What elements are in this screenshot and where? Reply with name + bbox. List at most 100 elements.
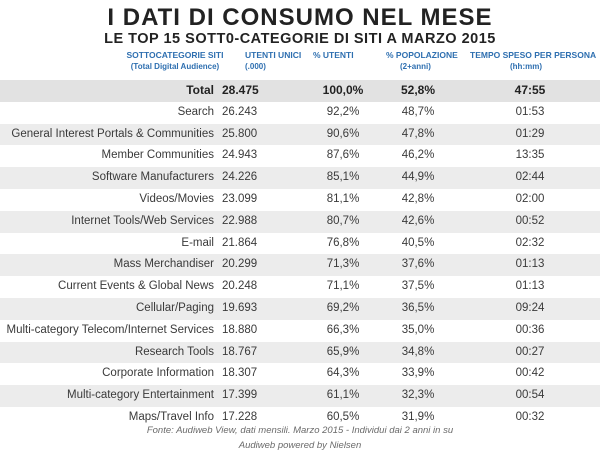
- row-tempo: 02:32: [515, 236, 545, 249]
- table-row-total: Total 28.475 100,0% 52,8% 47:55: [0, 80, 600, 102]
- row-tempo: 09:24: [515, 301, 545, 314]
- row-name: Research Tools: [134, 345, 214, 358]
- row-pct: 60,5%: [326, 410, 360, 423]
- row-pop: 44,9%: [401, 171, 435, 184]
- header-pct-popolazione-sub: (2+anni): [400, 62, 431, 71]
- row-pop: 47,8%: [401, 127, 435, 140]
- header-tempo-label: TEMPO SPESO PER PERSONA: [470, 50, 597, 60]
- table-row: Research Tools 18.767 65,9% 34,8% 00:27: [0, 341, 600, 364]
- row-utenti: 19.693: [222, 301, 258, 314]
- footer-source: Fonte: Audiweb View, dati mensili. Marzo…: [146, 425, 454, 436]
- row-pct: 81,1%: [326, 192, 360, 205]
- row-name: Multi-category Telecom/Internet Services: [6, 323, 214, 336]
- header-utenti-unici-label: UTENTI UNICI: [245, 50, 302, 60]
- row-tempo: 00:32: [515, 410, 545, 423]
- row-pop: 35,0%: [401, 323, 435, 336]
- row-utenti: 21.864: [222, 236, 258, 249]
- table-row: Current Events & Global News 20.248 71,1% 3…: [0, 276, 600, 298]
- row-tempo: 00:36: [515, 323, 545, 336]
- row-tempo: 00:54: [515, 389, 545, 402]
- row-pct: 100,0%: [322, 83, 364, 97]
- table-row: Multi-category Entertainment 17.399 61,1% 3…: [0, 385, 600, 407]
- row-utenti: 22.988: [222, 214, 258, 227]
- table-row: Corporate Information 18.307 64,3% 33,9% 00:…: [0, 363, 600, 385]
- row-pct: 61,1%: [326, 389, 360, 402]
- row-pop: 31,9%: [401, 410, 435, 423]
- row-utenti: 18.767: [222, 345, 258, 358]
- row-name: Cellular/Paging: [136, 301, 214, 314]
- row-utenti: 17.399: [222, 389, 258, 402]
- footer-credit: Audiweb powered by Nielsen: [238, 440, 362, 451]
- table-row: Cellular/Paging 19.693 69,2% 36,5% 09:24: [0, 297, 600, 320]
- row-pct: 71,1%: [326, 280, 360, 293]
- table-row: Software Manufacturers 24.226 85,1% 44,9% 02…: [0, 167, 600, 189]
- row-name: General Interest Portals & Communities: [11, 127, 214, 140]
- row-name: Member Communities: [101, 149, 214, 162]
- row-pop: 34,8%: [401, 345, 435, 358]
- row-name: Internet Tools/Web Services: [71, 214, 214, 227]
- row-name: Videos/Movies: [139, 192, 214, 205]
- row-name: Corporate Information: [102, 367, 214, 380]
- row-utenti: 17.228: [222, 410, 258, 423]
- row-pct: 90,6%: [326, 127, 360, 140]
- row-utenti: 20.248: [222, 280, 258, 293]
- row-pop: 33,9%: [401, 367, 435, 380]
- row-pct: 66,3%: [326, 323, 360, 336]
- header-pct-utenti-label: % UTENTI: [313, 50, 354, 60]
- row-utenti: 20.299: [222, 258, 258, 271]
- row-name: Current Events & Global News: [58, 280, 214, 293]
- row-utenti: 24.226: [222, 171, 258, 184]
- row-tempo: 01:29: [515, 127, 545, 140]
- row-pop: 42,6%: [401, 214, 435, 227]
- header-sottocategorie-sub: (Total Digital Audience): [130, 62, 220, 71]
- row-pop: 42,8%: [401, 192, 435, 205]
- row-name: Maps/Travel Info: [128, 410, 214, 423]
- row-tempo: 01:53: [515, 105, 545, 118]
- header-pct-popolazione-label: % POPOLAZIONE: [386, 50, 458, 60]
- header-tempo-sub: (hh:mm): [510, 62, 542, 71]
- row-pop: 52,8%: [400, 83, 436, 97]
- table-row: Videos/Movies 23.099 81,1% 42,8% 02:00: [0, 189, 600, 211]
- header-pct-popolazione: % POPOLAZIONE (2+anni): [386, 50, 466, 72]
- row-utenti: 28.475: [222, 83, 259, 97]
- table-row: General Interest Portals & Communities 25…: [0, 123, 600, 146]
- row-tempo: 02:44: [515, 171, 545, 184]
- row-utenti: 18.880: [222, 323, 258, 336]
- header-pct-utenti: % UTENTI: [313, 50, 363, 61]
- row-name: Software Manufacturers: [91, 171, 214, 184]
- header-utenti-unici-sub: (.000): [245, 62, 266, 71]
- row-tempo: 13:35: [515, 149, 545, 162]
- row-utenti: 26.243: [222, 105, 258, 118]
- row-name: Search: [177, 105, 214, 118]
- table-row: Search 26.243 92,2% 48,7% 01:53: [0, 102, 600, 124]
- row-pop: 32,3%: [401, 389, 435, 402]
- row-tempo: 02:00: [515, 192, 545, 205]
- header-sottocategorie: SOTTOCATEGORIE SITI (Total Digital Audie…: [120, 50, 230, 72]
- row-name: Mass Merchandiser: [113, 258, 214, 271]
- row-pct: 76,8%: [326, 236, 360, 249]
- table-row: E-mail 21.864 76,8% 40,5% 02:32: [0, 233, 600, 255]
- row-utenti: 25.800: [222, 127, 258, 140]
- row-pct: 92,2%: [326, 105, 360, 118]
- header-sottocategorie-label: SOTTOCATEGORIE SITI: [126, 50, 224, 60]
- row-pct: 80,7%: [326, 214, 360, 227]
- row-pct: 87,6%: [326, 149, 360, 162]
- row-name: E-mail: [181, 236, 214, 249]
- row-tempo: 01:13: [515, 280, 545, 293]
- header-tempo: TEMPO SPESO PER PERSONA (hh:mm): [470, 50, 600, 72]
- row-utenti: 23.099: [222, 192, 258, 205]
- row-tempo: 47:55: [514, 83, 546, 97]
- row-tempo: 00:52: [515, 214, 545, 227]
- header-utenti-unici: UTENTI UNICI (.000): [245, 50, 315, 72]
- row-tempo: 01:13: [515, 258, 545, 271]
- row-pop: 40,5%: [401, 236, 435, 249]
- row-pct: 71,3%: [326, 258, 360, 271]
- row-pop: 36,5%: [401, 301, 435, 314]
- row-utenti: 24.943: [222, 149, 258, 162]
- row-pop: 37,6%: [401, 258, 435, 271]
- row-utenti: 18.307: [222, 367, 258, 380]
- row-pct: 69,2%: [326, 301, 360, 314]
- row-tempo: 00:42: [515, 367, 545, 380]
- table-row: Multi-category Telecom/Internet Services…: [0, 320, 600, 342]
- row-pct: 65,9%: [326, 345, 360, 358]
